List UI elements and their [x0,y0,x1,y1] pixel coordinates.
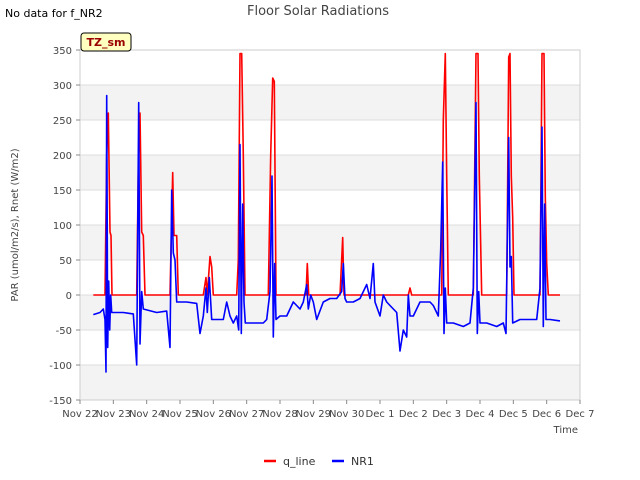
series-layer [93,52,561,373]
band [80,330,580,365]
x-tick-label: Nov 30 [329,409,364,420]
x-tick-label: Dec 4 [466,409,495,420]
x-tick-label: Dec 6 [532,409,561,420]
corner-note: No data for f_NR2 [5,7,103,20]
chart-title: Floor Solar Radiations [247,4,389,19]
band [80,225,580,260]
band [80,365,580,400]
legend-label-nr1: NR1 [351,455,374,468]
x-tick-label: Nov 23 [96,409,131,420]
x-tick-label: Nov 27 [229,409,264,420]
band [80,190,580,225]
plot-background [80,50,580,400]
y-tick-label: -100 [49,361,72,372]
band [80,85,580,120]
x-tick-label: Nov 22 [62,409,97,420]
x-axis-label: Time [553,425,578,436]
x-tick-label: Dec 1 [366,409,395,420]
band [80,295,580,330]
band [80,260,580,295]
x-tick-label: Nov 28 [262,409,297,420]
x-tick-label: Nov 24 [129,409,164,420]
band [80,155,580,190]
series-line-nr1 [93,94,561,373]
x-tick-label: Dec 7 [566,409,595,420]
x-tick-label: Nov 29 [296,409,331,420]
y-tick-label: 300 [53,81,72,92]
x-tick-label: Nov 25 [162,409,197,420]
y-tick-label: 100 [53,221,72,232]
y-tick-label: -50 [56,326,72,337]
site-badge-label: TZ_sm [87,36,126,49]
band [80,120,580,155]
x-tick-label: Nov 26 [196,409,231,420]
x-tick-label: Dec 2 [399,409,428,420]
legend-label-q-line: q_line [283,455,316,468]
y-tick-label: 350 [53,46,72,57]
y-tick-label: 200 [53,151,72,162]
series-line-q-line [93,52,560,296]
site-badge: TZ_sm [80,32,132,52]
y-tick-label: -150 [49,396,72,407]
band [80,50,580,85]
y-tick-label: 250 [53,116,72,127]
y-tick-label: 50 [59,256,72,267]
x-tick-label: Dec 3 [432,409,461,420]
y-tick-label: 0 [66,291,72,302]
legend: q_line NR1 [264,455,374,468]
y-ticks: -150 -100 -50 0 50 100 150 200 250 300 350 [49,46,80,407]
y-axis-label: PAR (umol/m2/s), Rnet (W/m2) [10,148,21,301]
x-tick-label: Dec 5 [499,409,528,420]
y-tick-label: 150 [53,186,72,197]
